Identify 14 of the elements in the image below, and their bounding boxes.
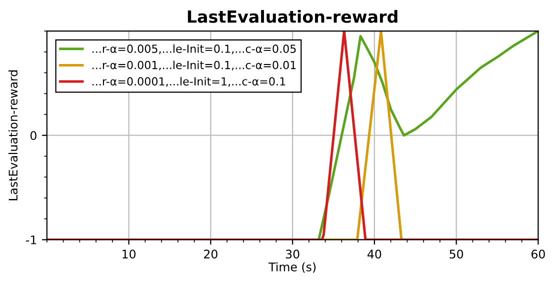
legend-label: ...r-α=0.005,...le-Init=0.1,...c-α=0.05: [92, 44, 296, 54]
legend-label: ...r-α=0.0001,...le-Init=1,...c-α=0.1: [92, 76, 286, 87]
x-tick-label: 20: [204, 250, 218, 259]
x-tick-label: 40: [368, 250, 382, 259]
x-tick-label: 10: [122, 250, 136, 259]
x-tick-label: 60: [532, 250, 545, 259]
chart-title: LastEvaluation-reward: [188, 10, 398, 23]
y-axis-title: LastEvaluation-reward: [8, 70, 18, 200]
y-tick-label: 0: [30, 131, 36, 140]
y-tick-label: -1: [26, 236, 36, 244]
legend-label: ...r-α=0.001,...le-Init=0.1,...c-α=0.01: [92, 60, 296, 70]
x-tick-label: 50: [450, 250, 464, 259]
x-tick-label: 30: [286, 250, 300, 259]
x-axis-title: Time (s): [268, 262, 316, 273]
